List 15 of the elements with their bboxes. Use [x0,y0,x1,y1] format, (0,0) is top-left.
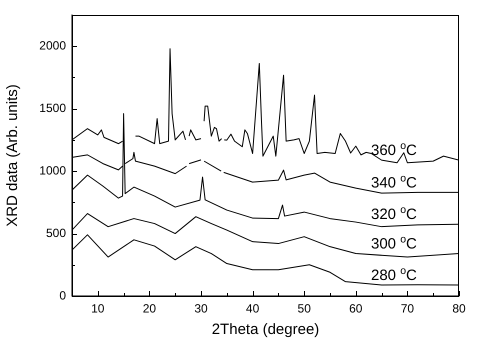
x-tick-label: 70 [400,302,414,316]
x-tick-label: 60 [349,302,363,316]
x-tick-label: 10 [91,302,105,316]
x-tick-label: 50 [298,302,312,316]
y-tick-label: 0 [59,288,66,302]
x-tick-label: 30 [194,302,208,316]
x-tick-label: 80 [452,302,466,316]
y-tick-label: 1500 [39,100,66,115]
y-tick-label: 500 [46,226,66,240]
x-tick-label: 40 [246,302,260,316]
y-tick-label: 2000 [39,38,66,53]
x-axis-title: 2Theta (degree) [212,321,320,338]
x-tick-label: 20 [142,302,156,316]
y-axis-title: XRD data (Arb. units) [4,84,22,227]
y-tick-label: 1000 [39,163,66,178]
